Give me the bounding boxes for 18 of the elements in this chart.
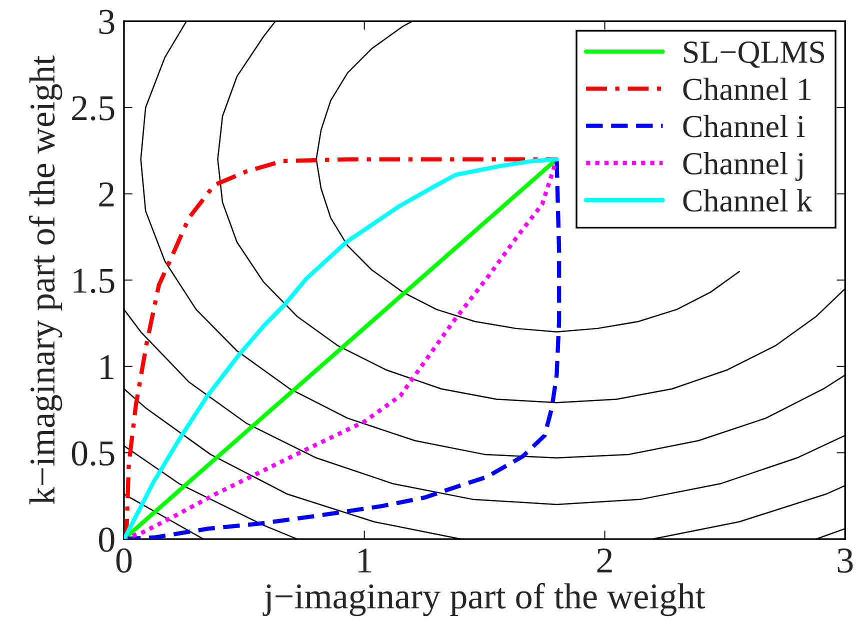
y-tick-label: 0.5 bbox=[72, 441, 114, 466]
x-axis-title: j−imaginary part of the weight bbox=[262, 582, 706, 616]
y-tick-label: 2 bbox=[99, 182, 114, 206]
y-tick-label: 1.5 bbox=[74, 268, 114, 294]
legend-label: Channel j bbox=[683, 152, 802, 181]
legend-label: SL−QLMS bbox=[684, 42, 824, 68]
x-tick-label: 1 bbox=[358, 548, 372, 572]
x-tick-label: 0 bbox=[116, 548, 132, 573]
y-tick-label: 2.5 bbox=[72, 96, 114, 121]
y-tick-label: 1 bbox=[100, 355, 114, 379]
y-tick-label: 0 bbox=[98, 528, 114, 552]
y-axis-title: k−imaginary part of the weight bbox=[28, 56, 62, 504]
x-tick-label: 3 bbox=[838, 548, 853, 573]
legend-label: Channel k bbox=[683, 189, 812, 212]
legend-label: Channel 1 bbox=[683, 78, 810, 100]
y-tick-label: 3 bbox=[99, 10, 114, 34]
x-tick-label: 2 bbox=[597, 548, 612, 572]
legend-label: Channel i bbox=[683, 114, 805, 138]
